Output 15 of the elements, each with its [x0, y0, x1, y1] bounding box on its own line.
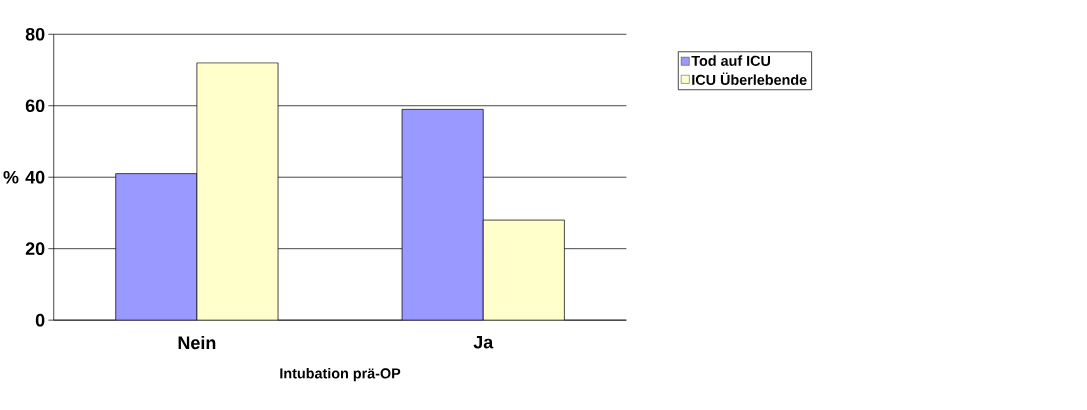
legend-label: ICU Überlebende [692, 72, 807, 85]
y-axis-title: % [3, 170, 19, 184]
bar [196, 62, 279, 320]
y-tick-label: 60 [25, 99, 45, 112]
y-tick-label: 40 [25, 170, 45, 184]
x-axis-title: Intubation prä-OP [280, 367, 401, 382]
bar [401, 108, 484, 320]
bar [115, 173, 198, 320]
y-tick-label: 20 [25, 242, 45, 255]
x-tick-label: Ja [473, 335, 494, 349]
x-tick-label: Nein [178, 335, 216, 349]
legend-label: Tod auf ICU [691, 55, 771, 66]
bar [482, 219, 565, 320]
y-tick-label: 80 [25, 27, 45, 41]
y-tick-label: 0 [35, 313, 45, 327]
